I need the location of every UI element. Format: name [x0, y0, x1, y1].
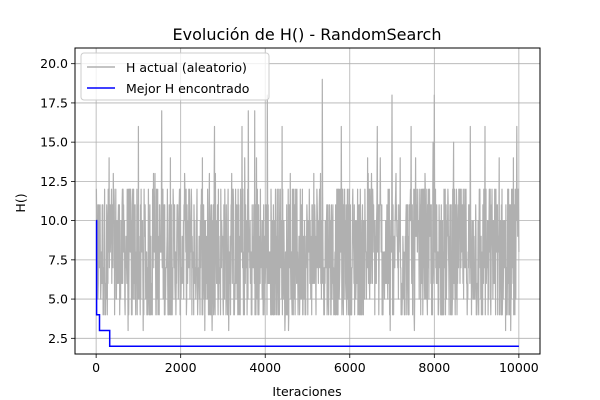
- y-tick-label: 5.0: [48, 292, 68, 307]
- x-tick-label: 6000: [334, 360, 366, 375]
- series-line-h-actual: [95, 78, 520, 332]
- x-tick-label: 10000: [499, 360, 539, 375]
- y-tick-label: 17.5: [40, 95, 68, 110]
- legend-label-mejor-h: Mejor H encontrado: [126, 81, 249, 96]
- plot-frame: [74, 47, 541, 355]
- x-tick-label: 4000: [249, 360, 281, 375]
- x-tick-label: 2000: [165, 360, 197, 375]
- y-tick-label: 7.5: [48, 252, 68, 267]
- y-tick-label: 15.0: [40, 135, 68, 150]
- chart-title: Evolución de H() - RandomSearch: [173, 25, 442, 44]
- x-tick-label: 8000: [418, 360, 450, 375]
- legend-box: [80, 52, 270, 101]
- x-axis-label: Iteraciones: [272, 384, 341, 399]
- y-tick-label: 20.0: [40, 56, 68, 71]
- series-h-actual: [95, 78, 520, 332]
- series-mejor-h: [95, 219, 519, 347]
- y-tick-label: 12.5: [40, 174, 68, 189]
- series-line-mejor-h: [95, 219, 519, 347]
- x-tick-label: 0: [92, 360, 100, 375]
- y-axis-label: H(): [13, 193, 28, 212]
- y-tick-label: 10.0: [40, 213, 68, 228]
- y-tick-label: 2.5: [48, 331, 68, 346]
- axis-ticks: 0 2000 4000 6000 8000 10000 2.5 5.0 7.5 10.0 12.5 1…: [40, 56, 539, 375]
- legend: H actual (aleatorio) Mejor H encontrado: [80, 52, 270, 101]
- legend-label-h-actual: H actual (aleatorio): [126, 60, 247, 75]
